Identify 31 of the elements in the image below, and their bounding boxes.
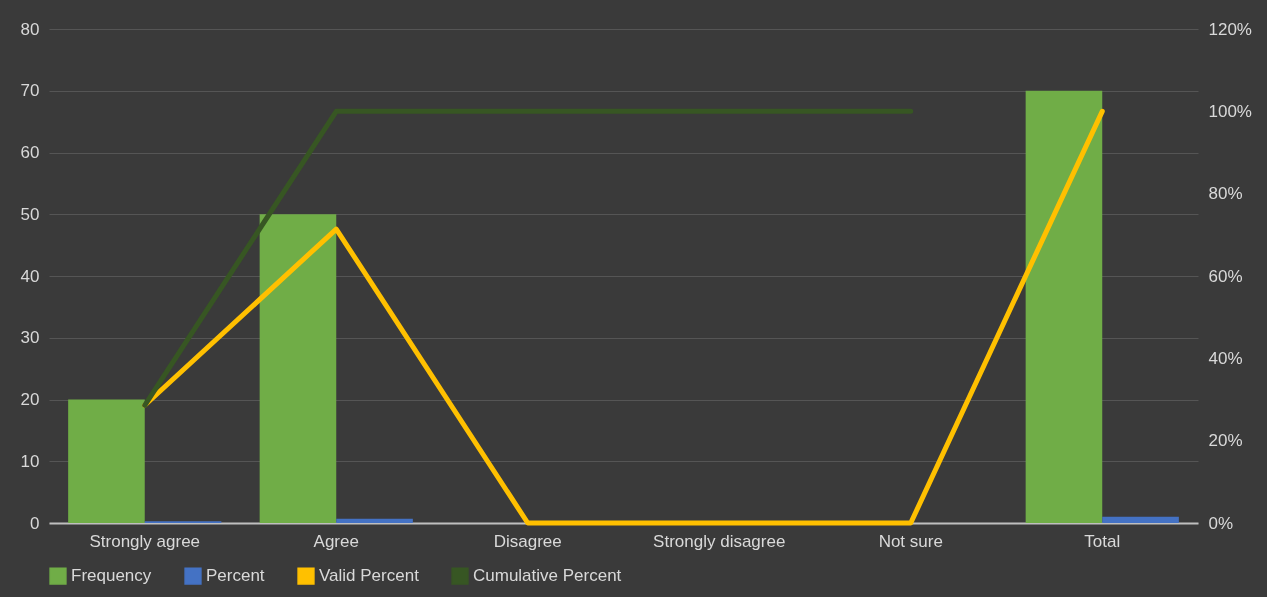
legend-label: Frequency <box>71 566 152 586</box>
y2-tick-label: 0% <box>1208 513 1234 533</box>
y-tick-label: 60 <box>20 143 40 162</box>
x-tick-label: Not sure <box>878 531 943 551</box>
bar <box>259 214 337 523</box>
y2-tick-label: 120% <box>1208 19 1252 39</box>
x-tick-label: Strongly agree <box>89 531 201 551</box>
y2-tick-label: 40% <box>1208 348 1243 368</box>
bar <box>1025 90 1103 523</box>
y-tick-label: 20 <box>20 390 40 409</box>
y-tick-label: 0 <box>30 513 40 533</box>
legend-label: Valid Percent <box>319 566 420 586</box>
bar <box>68 399 145 523</box>
y-tick-label: 10 <box>20 451 40 471</box>
y-tick-label: 40 <box>20 266 40 286</box>
bar <box>1102 516 1179 523</box>
y2-tick-label: 20% <box>1208 431 1243 451</box>
legend-label: Cumulative Percent <box>473 566 622 586</box>
x-tick-label: Agree <box>313 531 359 551</box>
y-tick-label: 30 <box>20 328 40 348</box>
y-tick-label: 80 <box>20 19 40 39</box>
y2-tick-label: 80% <box>1208 184 1243 204</box>
legend-label: Percent <box>206 566 265 586</box>
y2-tick-label: 60% <box>1208 266 1243 286</box>
x-tick-label: Total <box>1084 531 1121 551</box>
y2-tick-label: 100% <box>1208 101 1252 121</box>
bar <box>336 518 413 523</box>
x-tick-label: Strongly disagree <box>653 531 786 551</box>
y-tick-label: 50 <box>20 204 40 224</box>
y-tick-label: 70 <box>20 81 40 101</box>
x-tick-label: Disagree <box>493 531 562 551</box>
